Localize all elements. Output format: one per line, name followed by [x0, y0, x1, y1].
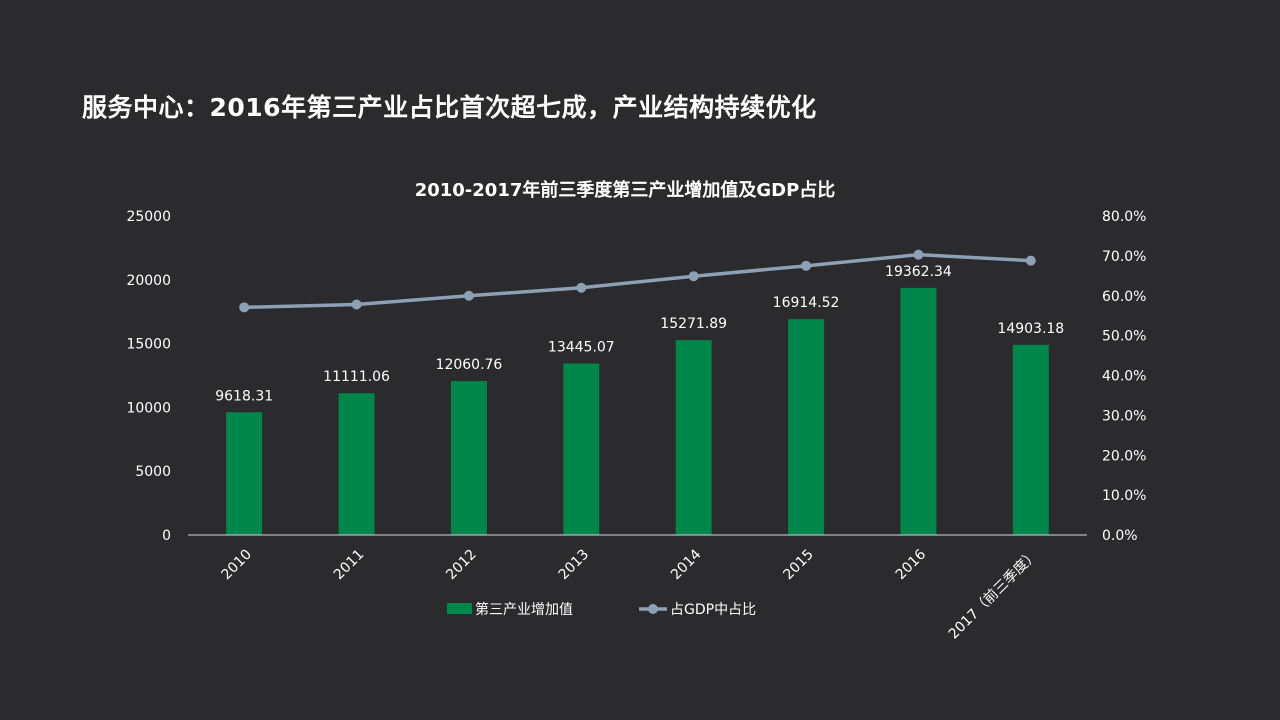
- x-axis-tick-label: 2017（前三季度）: [945, 546, 1042, 643]
- right-axis-tick-label: 10.0%: [1102, 488, 1146, 504]
- bar-2014: [675, 340, 712, 535]
- right-axis-tick-label: 40.0%: [1102, 369, 1146, 385]
- bar-data-label: 11111.06: [323, 369, 390, 385]
- legend: 第三产业增加值 占GDP中占比: [447, 601, 756, 618]
- bar-2012: [450, 381, 487, 535]
- share-point-2015: [801, 260, 812, 271]
- left-axis-tick-label: 10000: [126, 400, 171, 416]
- bar-data-label: 15271.89: [660, 316, 727, 332]
- bar-data-labels: 9618.31 11111.06 12060.76 13445.07 15271.89 1…: [215, 264, 1064, 404]
- page-title: 服务中心：2016年第三产业占比首次超七成，产业结构持续优化: [82, 93, 817, 122]
- bar-2010: [226, 412, 263, 535]
- share-point-2014: [688, 271, 699, 282]
- x-axis: 2010 2011 2012 2013 2014 2015 2016 2017（前三季度）: [219, 546, 1042, 643]
- right-axis-tick-label: 30.0%: [1102, 408, 1146, 424]
- right-axis-tick-label: 20.0%: [1102, 448, 1146, 464]
- left-axis-tick-label: 25000: [126, 209, 171, 225]
- legend-bar-label: 第三产业增加值: [475, 601, 573, 618]
- bar-2015: [788, 319, 825, 535]
- share-point-2013: [576, 282, 587, 293]
- bar-series: [226, 287, 1049, 535]
- left-axis-tick-label: 0: [162, 528, 171, 544]
- left-y-axis: 0 5000 10000 15000 20000 25000: [126, 209, 171, 544]
- line-series: [239, 249, 1036, 313]
- share-point-2017（前三季度）: [1025, 255, 1036, 266]
- bar-data-label: 16914.52: [773, 295, 840, 311]
- x-axis-tick-label: 2012: [443, 547, 480, 584]
- right-axis-tick-label: 80.0%: [1102, 209, 1146, 225]
- bar-data-label: 9618.31: [215, 388, 273, 404]
- bar-data-label: 19362.34: [885, 264, 952, 280]
- share-point-2011: [351, 299, 362, 310]
- bar-data-label: 13445.07: [548, 339, 615, 355]
- x-axis-tick-label: 2014: [668, 546, 705, 583]
- right-axis-tick-label: 0.0%: [1102, 528, 1138, 544]
- right-axis-tick-label: 70.0%: [1102, 249, 1146, 265]
- share-line: [244, 252, 1031, 310]
- x-axis-tick-label: 2010: [219, 547, 256, 584]
- right-axis-tick-label: 50.0%: [1102, 329, 1146, 345]
- share-point-2012: [463, 290, 474, 301]
- bar-2013: [563, 363, 600, 535]
- x-axis-tick-label: 2016: [893, 546, 930, 583]
- legend-line-marker: [648, 604, 658, 614]
- bar-data-label: 12060.76: [436, 357, 503, 373]
- x-axis-tick-label: 2011: [331, 547, 368, 584]
- legend-line-label: 占GDP中占比: [670, 602, 756, 618]
- bar-2016: [900, 287, 937, 535]
- share-point-2016: [913, 249, 924, 260]
- right-axis-tick-label: 60.0%: [1102, 289, 1146, 305]
- legend-bar-swatch: [447, 603, 472, 614]
- left-axis-tick-label: 5000: [135, 464, 171, 480]
- bar-data-label: 14903.18: [997, 321, 1064, 337]
- left-axis-tick-label: 20000: [126, 273, 171, 289]
- x-axis-tick-label: 2013: [556, 547, 593, 584]
- chart-title: 2010-2017年前三季度第三产业增加值及GDP占比: [415, 179, 836, 201]
- x-axis-tick-label: 2015: [780, 547, 817, 584]
- left-axis-tick-label: 15000: [126, 337, 171, 353]
- share-point-2010: [239, 302, 250, 313]
- bar-2011: [338, 393, 375, 535]
- right-y-axis: 0.0% 10.0% 20.0% 30.0% 40.0% 50.0% 60.0% 70.0% 8…: [1102, 209, 1146, 544]
- bar-2017（前三季度）: [1012, 344, 1049, 535]
